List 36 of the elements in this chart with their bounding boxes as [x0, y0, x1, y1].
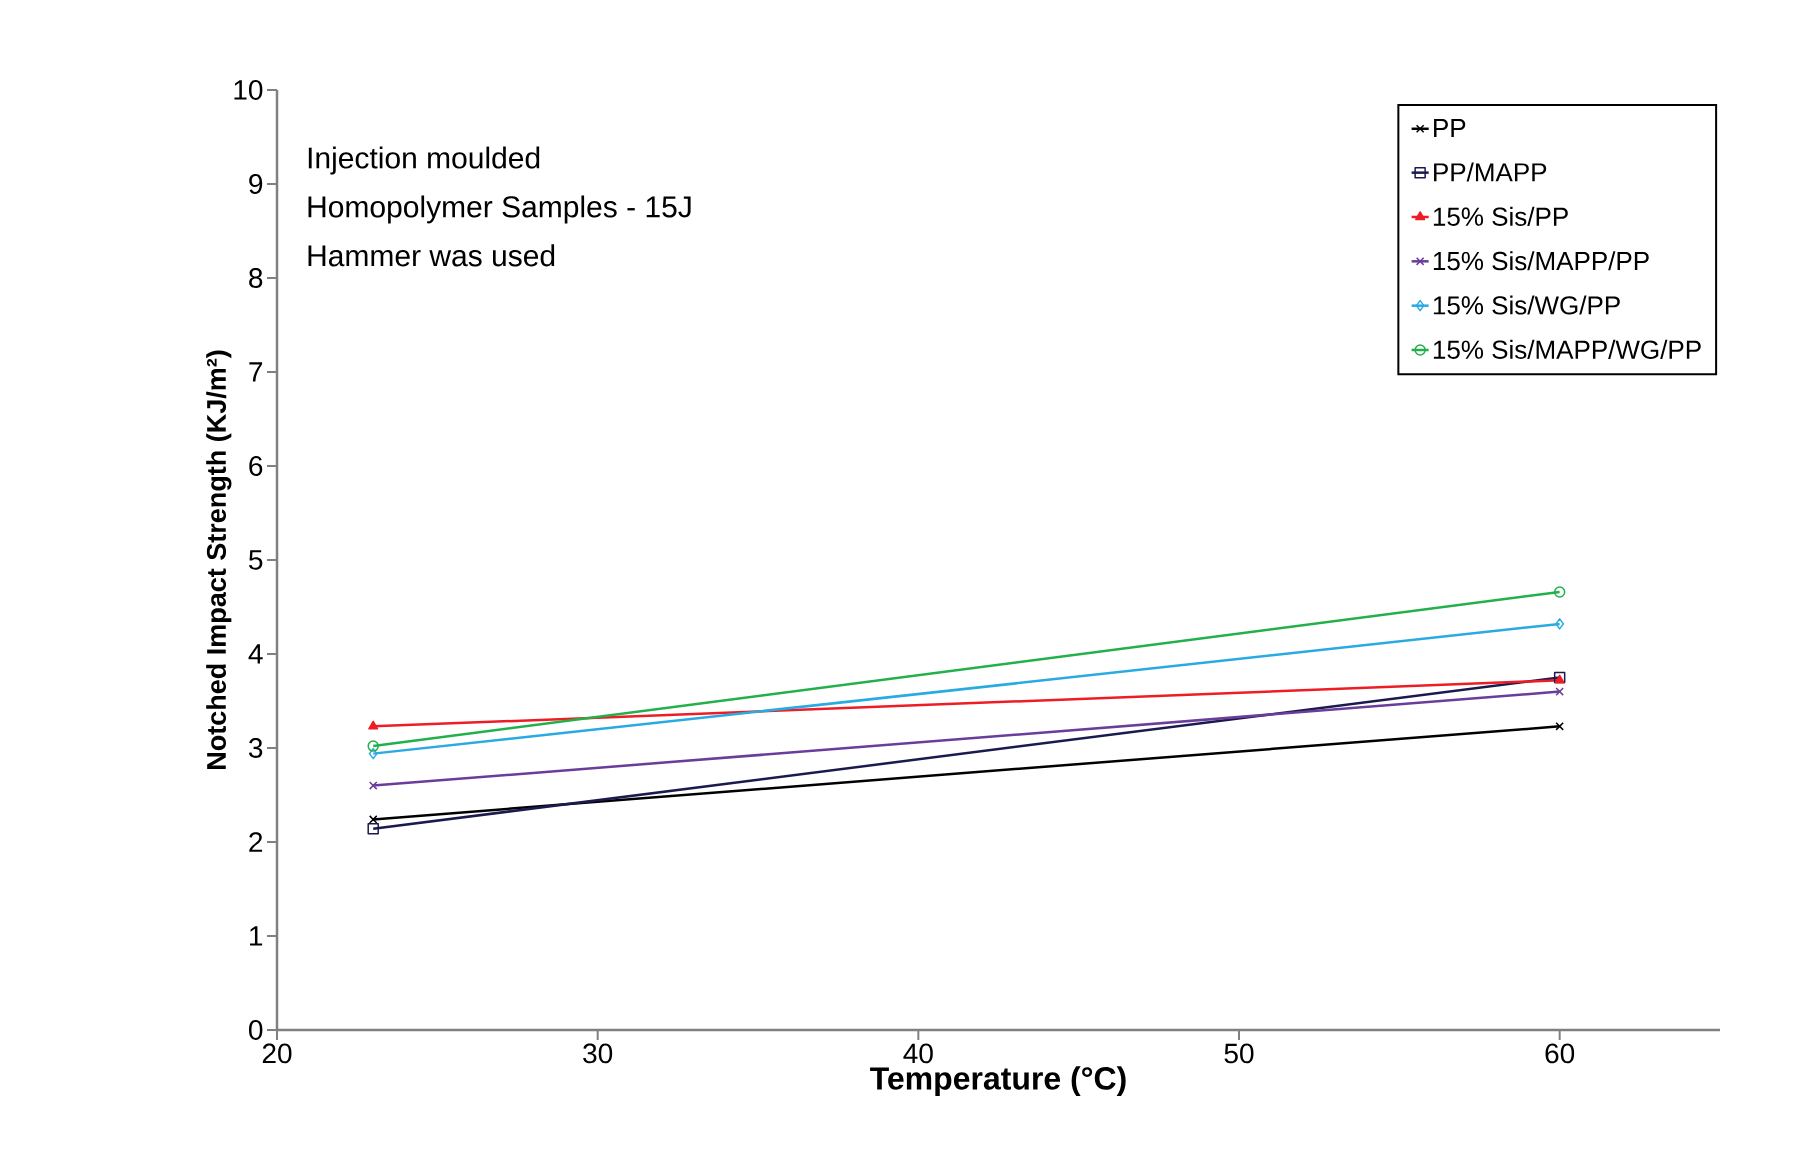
x-tick-label: 30: [583, 1043, 613, 1064]
y-tick-label: 9: [249, 174, 263, 194]
point: [1553, 586, 1566, 598]
point: [367, 823, 379, 835]
y-tick-label: 3: [248, 738, 263, 758]
point: [1555, 687, 1564, 696]
point: [1555, 722, 1564, 731]
point: [368, 781, 378, 790]
y-tick-label: 0: [249, 1020, 263, 1040]
annotation: Hammer was used: [308, 244, 555, 267]
point: [368, 747, 378, 760]
point: [368, 815, 378, 824]
legend-label: 15% Sis/WG/PP: [1433, 295, 1620, 315]
x-tick-label: 20: [262, 1043, 292, 1064]
y-tick-label: 8: [249, 268, 263, 288]
x-tick-label: 40: [903, 1043, 933, 1064]
legend-label: PP/MAPP: [1434, 162, 1547, 182]
y-tick-label: 7: [249, 362, 263, 382]
x-tick-label: 50: [1224, 1043, 1254, 1064]
legend-label: 15% Sis/PP: [1433, 206, 1568, 226]
legend-label: PP: [1434, 119, 1466, 137]
point: [367, 740, 379, 752]
x-tick-label: 60: [1545, 1043, 1575, 1064]
point: [1555, 618, 1565, 630]
annotation: Injection moulded: [308, 146, 540, 175]
y-tick-label: 10: [234, 80, 263, 100]
y-tick-label: 2: [249, 832, 263, 852]
y-tick-label: 5: [249, 550, 263, 570]
y-axis-title: Notched Impact Strength (KJ/m²): [206, 350, 232, 769]
y-tick-label: 1: [250, 926, 263, 946]
annotation: Homopolymer Samples - 15J: [308, 195, 691, 224]
y-tick-label: 6: [249, 456, 263, 476]
x-axis-title: Temperature (°C): [870, 1066, 1126, 1097]
y-tick-label: 4: [248, 644, 263, 664]
legend-label: 15% Sis/MAPP/PP: [1433, 251, 1649, 271]
legend-label: 15% Sis/MAPP/WG/PP: [1433, 339, 1701, 359]
